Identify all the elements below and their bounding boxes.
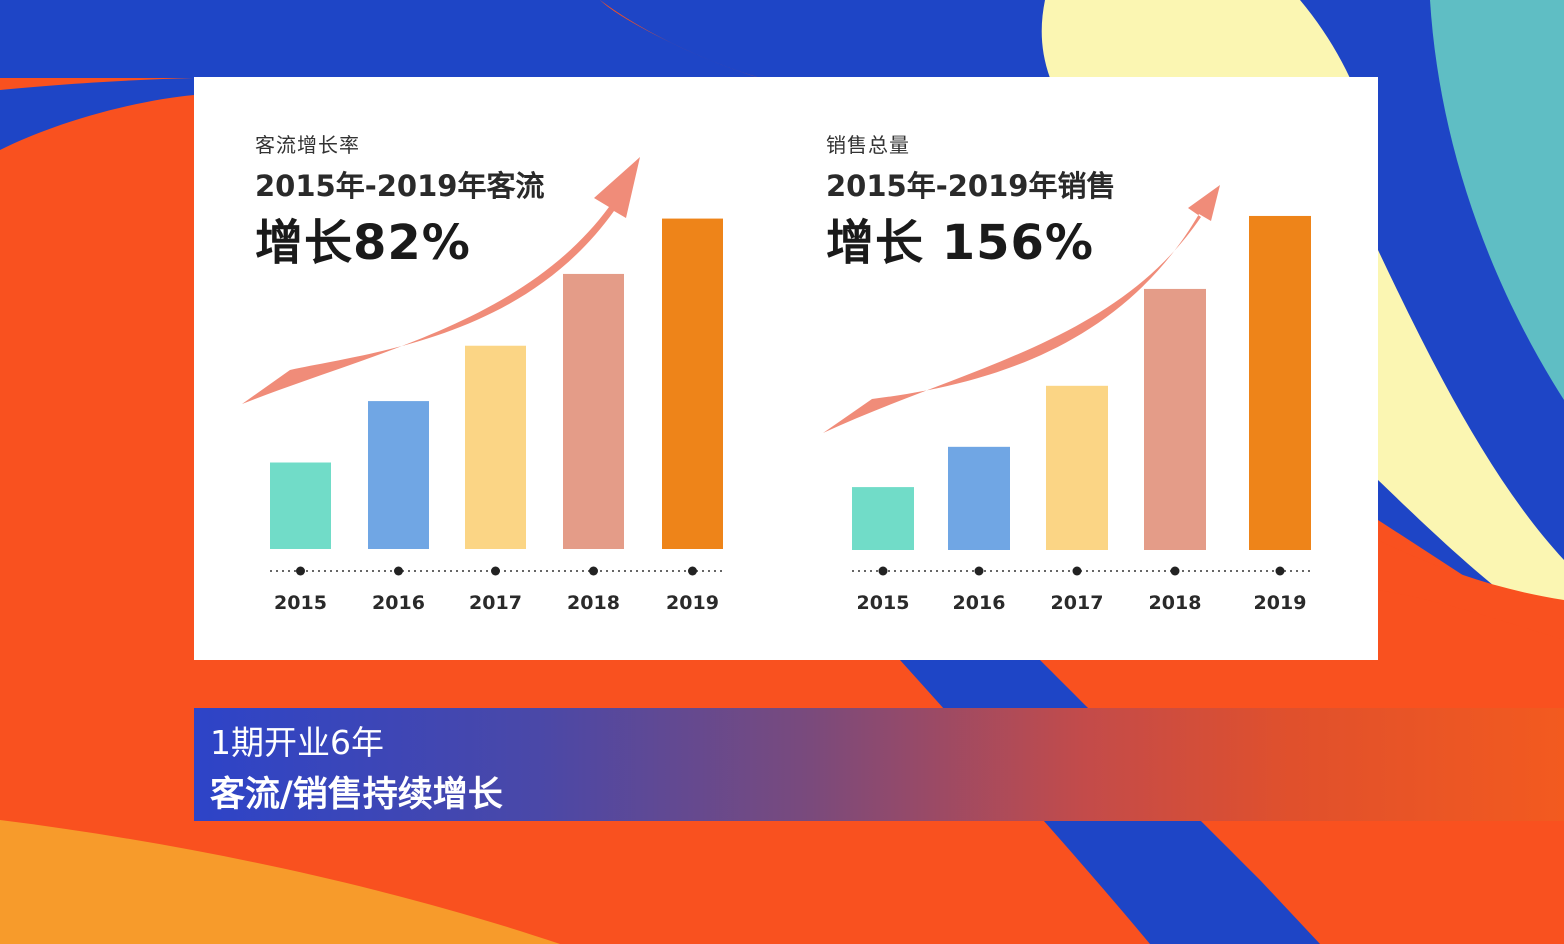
- traffic-tick-label-2015: 2015: [274, 592, 327, 614]
- traffic-bar-2017: [465, 345, 526, 549]
- sales-chart-panel: 2015 2016 2017 2018 2019 销售总量 2015年-2019年销售 …: [786, 77, 1378, 660]
- sales-growth-figure: 增长 156%: [826, 215, 1095, 271]
- sales-tick-label-2016: 2016: [953, 592, 1006, 614]
- traffic-chart-panel: 2015 2016 2017 2018 2019 客流增长率 2015年-2019年客流…: [194, 77, 786, 660]
- sales-bar-2017: [1046, 385, 1108, 550]
- sales-axis-dot-2018: [1170, 566, 1180, 576]
- banner-line-2: 客流/销售持续增长: [210, 775, 503, 815]
- sales-chart: 2015 2016 2017 2018 2019: [823, 185, 1311, 614]
- sales-bar-2018: [1144, 288, 1206, 550]
- traffic-bar-2016: [368, 401, 429, 549]
- sales-tick-label-2015: 2015: [857, 592, 910, 614]
- banner-line-1: 1期开业6年: [210, 723, 384, 762]
- traffic-bar-2018: [563, 273, 624, 549]
- sales-headline: 2015年-2019年销售: [826, 169, 1116, 203]
- traffic-growth-figure: 增长82%: [255, 215, 471, 271]
- sales-axis-dot-2019: [1275, 566, 1285, 576]
- traffic-axis-dot-2017: [491, 566, 500, 576]
- traffic-bar-2015: [270, 462, 331, 549]
- traffic-chart: 2015 2016 2017 2018 2019: [242, 157, 726, 614]
- chart-card: 2015 2016 2017 2018 2019 客流增长率 2015年-2019年客流…: [194, 77, 1378, 660]
- traffic-tick-label-2019: 2019: [666, 592, 719, 614]
- sales-axis-dot-2016: [974, 566, 984, 576]
- sales-tick-label-2018: 2018: [1149, 592, 1202, 614]
- traffic-axis-dot-2018: [589, 566, 598, 576]
- traffic-axis-dot-2016: [394, 566, 403, 576]
- traffic-bar-2019: [662, 218, 723, 549]
- sales-bar-2015: [852, 487, 914, 550]
- sales-axis-dot-2017: [1072, 566, 1082, 576]
- sales-axis-dot-2015: [878, 566, 888, 576]
- traffic-subtitle: 客流增长率: [255, 133, 360, 157]
- traffic-growth-arrow-icon: [242, 157, 640, 404]
- traffic-tick-label-2017: 2017: [469, 592, 522, 614]
- sales-tick-label-2019: 2019: [1254, 592, 1307, 614]
- sales-subtitle: 销售总量: [826, 133, 910, 157]
- traffic-axis-dot-2019: [688, 566, 697, 576]
- sales-growth-arrow-icon: [823, 185, 1220, 433]
- traffic-axis-dot-2015: [296, 566, 305, 576]
- sales-bar-2016: [948, 446, 1010, 550]
- sales-tick-label-2017: 2017: [1051, 592, 1104, 614]
- traffic-headline: 2015年-2019年客流: [255, 169, 545, 203]
- traffic-tick-label-2016: 2016: [372, 592, 425, 614]
- sales-bar-2019: [1249, 215, 1311, 550]
- summary-banner: 1期开业6年 客流/销售持续增长: [194, 708, 1564, 821]
- traffic-tick-label-2018: 2018: [567, 592, 620, 614]
